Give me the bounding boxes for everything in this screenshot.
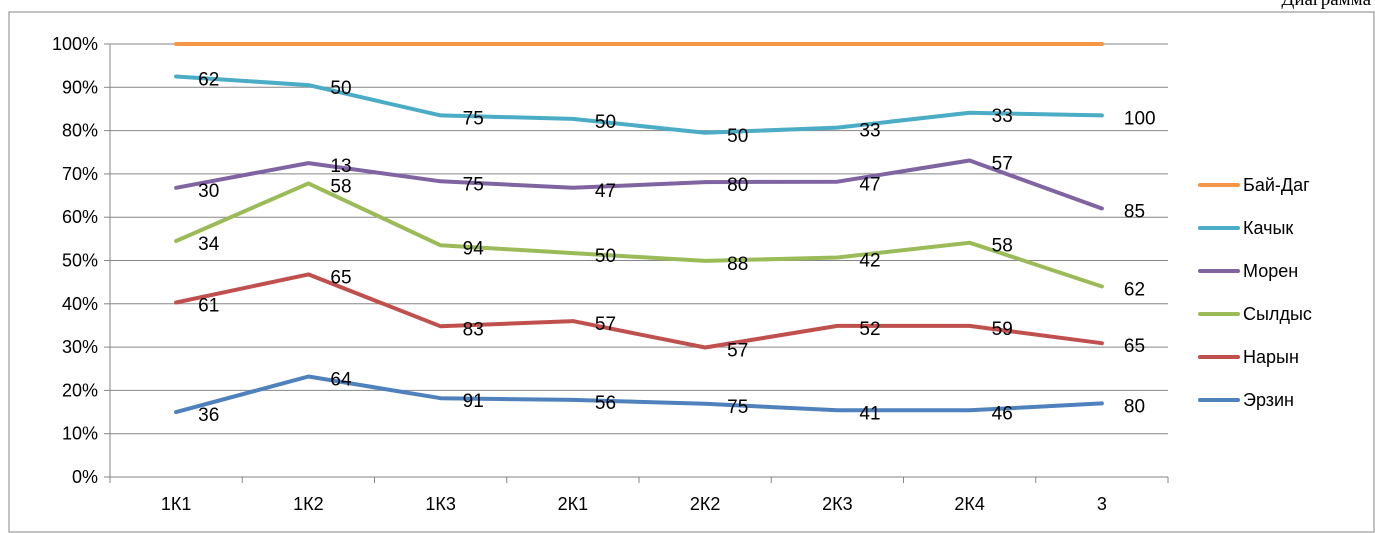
data-label: 30: [198, 181, 219, 202]
data-label: 36: [198, 405, 219, 426]
x-tick-label: 2К3: [822, 494, 853, 514]
series-line: [174, 74, 1104, 135]
axis-layer: 0% 10% 20% 30% 40% 50% 60% 70% 80% 90% 100% 1К1 1К2 1…: [52, 34, 1169, 514]
series-line: [174, 158, 1104, 211]
x-tick-label: 1К1: [161, 494, 192, 514]
data-label: 62: [198, 69, 219, 90]
legend-label: Бай-Даг: [1243, 175, 1310, 195]
y-tick-label: 30%: [62, 337, 98, 357]
data-label: 100: [1124, 108, 1156, 129]
y-tick-label: 50%: [62, 251, 98, 271]
data-label: 33: [859, 121, 880, 142]
data-label: 83: [463, 319, 484, 340]
data-label: 33: [992, 106, 1013, 127]
data-label: 52: [859, 319, 880, 340]
data-label: 62: [1124, 279, 1145, 300]
y-tick-label: 60%: [62, 207, 98, 227]
data-label: 80: [727, 175, 748, 196]
data-label: 50: [330, 78, 351, 99]
data-label: 46: [992, 403, 1013, 424]
data-label: 85: [1124, 202, 1145, 223]
x-tick-label: 2К1: [558, 494, 589, 514]
data-label: 57: [992, 153, 1013, 174]
data-label: 42: [859, 250, 880, 271]
data-label: 88: [727, 254, 748, 275]
y-tick-label: 0%: [72, 467, 98, 487]
data-label: 34: [198, 234, 220, 255]
legend-label: Эрзин: [1243, 390, 1294, 410]
y-tick-label: 70%: [62, 164, 98, 184]
chart-border: [8, 11, 1375, 533]
y-tick-label: 40%: [62, 294, 98, 314]
data-label: 61: [198, 296, 219, 317]
data-label: 50: [727, 126, 748, 147]
x-tick-label: 3: [1097, 494, 1107, 514]
data-label: 57: [727, 341, 748, 362]
y-tick-label: 80%: [62, 121, 98, 141]
data-label: 75: [463, 174, 484, 195]
y-tick-label: 90%: [62, 77, 98, 97]
data-label: 65: [330, 267, 351, 288]
data-label: 13: [330, 156, 351, 177]
page-caption: Диаграмма: [1281, 0, 1371, 11]
data-label-layer: 62 50 75 50 50 33 33 100 30 13 75 47 80 47 57 85 34 58 94 5…: [198, 69, 1155, 426]
x-tick-label: 1К3: [425, 494, 456, 514]
series-line: [174, 272, 1104, 350]
data-label: 50: [595, 246, 616, 267]
legend-label: Сылдыс: [1243, 304, 1312, 324]
legend-label: Морен: [1243, 261, 1298, 281]
x-tick-label: 1К2: [293, 494, 324, 514]
data-label: 57: [595, 314, 616, 335]
data-label: 41: [859, 403, 880, 424]
data-label: 56: [595, 393, 616, 414]
data-label: 80: [1124, 396, 1145, 417]
data-label: 47: [595, 181, 616, 202]
series-line: [174, 181, 1104, 289]
legend: Бай-Даг Качык Морен Сылдыс Нарын Эрзин: [1198, 175, 1312, 410]
x-tick-label: 2К2: [690, 494, 721, 514]
data-label: 58: [330, 176, 351, 197]
data-label: 94: [463, 238, 485, 259]
legend-label: Нарын: [1243, 347, 1299, 367]
data-label: 59: [992, 319, 1013, 340]
y-tick-label: 10%: [62, 424, 98, 444]
data-label: 50: [595, 112, 616, 133]
y-tick-label: 100%: [52, 34, 98, 54]
series-line: [174, 374, 1104, 415]
legend-label: Качык: [1243, 218, 1293, 238]
data-label: 47: [859, 175, 880, 196]
data-label: 65: [1124, 336, 1145, 357]
data-label: 75: [727, 397, 748, 418]
data-label: 58: [992, 236, 1013, 257]
y-tick-label: 20%: [62, 380, 98, 400]
data-label: 75: [463, 108, 484, 129]
data-label: 64: [330, 370, 352, 391]
x-tick-label: 2К4: [954, 494, 985, 514]
series-layer: [174, 42, 1104, 415]
data-label: 91: [463, 391, 484, 412]
